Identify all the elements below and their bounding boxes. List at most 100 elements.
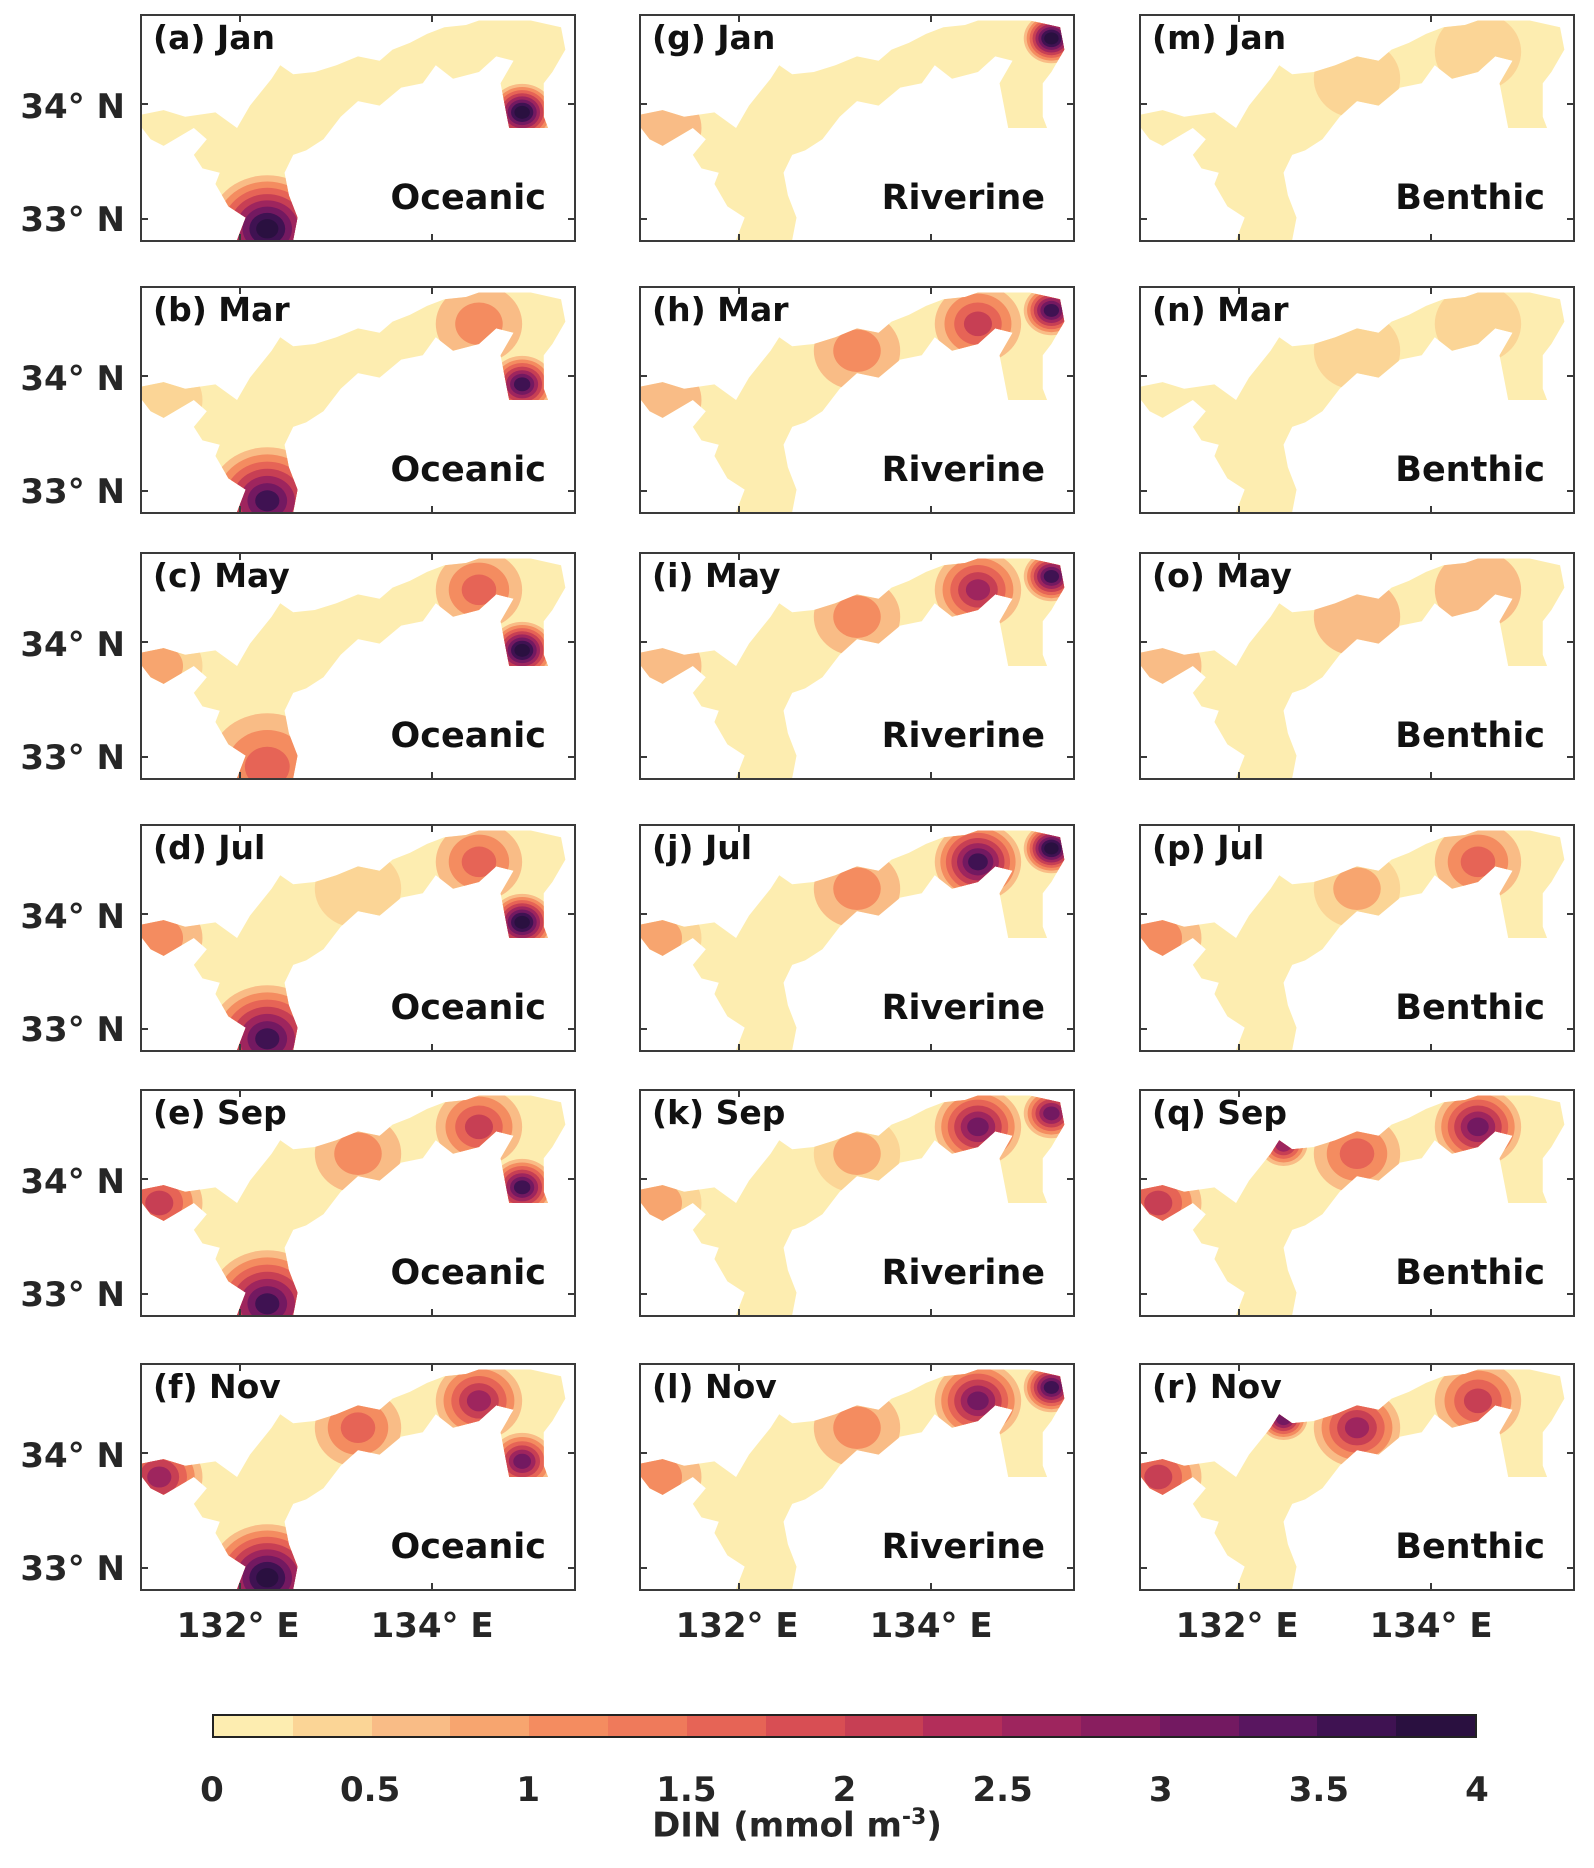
din-hotspot-central <box>833 867 881 910</box>
din-hotspot-west <box>147 1466 172 1488</box>
map-panel: (i) May Riverine <box>639 552 1075 780</box>
axis-tick <box>239 1365 242 1371</box>
din-hotspot-osaka <box>967 1117 989 1137</box>
din-hotspot-central <box>1313 39 1401 118</box>
axis-tick <box>1430 1583 1433 1589</box>
colorbar-tick-label: 1.5 <box>656 1770 717 1810</box>
axis-tick <box>1238 554 1241 560</box>
din-hotspot-central <box>833 1406 881 1449</box>
panel-label: (p) Jul <box>1152 828 1265 867</box>
din-hotspot-central <box>1313 311 1401 390</box>
axis-tick <box>142 1178 148 1181</box>
axis-tick <box>738 16 741 22</box>
axis-tick <box>142 1566 148 1569</box>
din-hotspot-hiroshima <box>1276 1412 1292 1426</box>
axis-tick <box>1067 103 1073 106</box>
x-tick-label: 132° E <box>1175 1606 1299 1646</box>
colorbar-tick-label: 2.5 <box>972 1770 1033 1810</box>
x-tick-label: 132° E <box>675 1606 799 1646</box>
axis-tick <box>568 641 574 644</box>
axis-tick <box>431 1044 434 1050</box>
din-hotspot-osaka <box>461 574 497 606</box>
axis-tick <box>930 772 933 778</box>
axis-tick <box>431 506 434 512</box>
axis-tick <box>641 489 647 492</box>
axis-tick <box>568 1178 574 1181</box>
din-hotspot-central <box>833 329 881 372</box>
panel-label: (j) Jul <box>652 828 753 867</box>
axis-tick <box>142 1452 148 1455</box>
y-tick-label: 34° N <box>20 897 125 937</box>
map-panel: (c) May Oceanic <box>140 552 576 780</box>
colorbar-segment <box>686 1716 766 1736</box>
axis-tick <box>1430 288 1433 294</box>
axis-tick <box>930 1365 933 1371</box>
x-tick-label: 134° E <box>1369 1606 1493 1646</box>
colorbar-tick-label: 3.5 <box>1288 1770 1349 1810</box>
map-panel: (r) Nov Benthic <box>1139 1363 1575 1591</box>
source-label: Oceanic <box>390 450 546 490</box>
din-hotspot-west <box>641 916 683 960</box>
map-panel: (b) Mar Oceanic <box>140 286 576 514</box>
map <box>641 830 1065 1050</box>
axis-tick <box>1238 1583 1241 1589</box>
colorbar-label: DIN (mmol m-3) <box>0 1805 1594 1845</box>
map <box>142 20 566 240</box>
din-hotspot-west <box>641 1181 683 1225</box>
axis-tick <box>1430 1309 1433 1315</box>
axis-tick <box>1141 217 1147 220</box>
panel-label: (o) May <box>1152 556 1292 595</box>
colorbar-tick-label: 0.5 <box>340 1770 401 1810</box>
colorbar <box>212 1714 1477 1738</box>
sea-area <box>641 20 1065 240</box>
axis-tick <box>738 506 741 512</box>
axis-tick <box>641 1566 647 1569</box>
source-label: Oceanic <box>390 716 546 756</box>
din-hotspot-west <box>641 1455 683 1499</box>
axis-tick <box>1067 1566 1073 1569</box>
din-hotspot-central <box>340 1412 376 1444</box>
axis-tick <box>641 217 647 220</box>
axis-tick <box>1067 1452 1073 1455</box>
axis-tick <box>431 554 434 560</box>
axis-tick <box>239 554 242 560</box>
axis-tick <box>1141 755 1147 758</box>
axis-tick <box>239 288 242 294</box>
axis-tick <box>1567 1452 1573 1455</box>
axis-tick <box>1238 1044 1241 1050</box>
axis-tick <box>1430 16 1433 22</box>
axis-tick <box>142 217 148 220</box>
y-tick-label: 33° N <box>20 200 125 240</box>
source-label: Benthic <box>1395 716 1545 756</box>
axis-tick <box>930 16 933 22</box>
map-panel: (o) May Benthic <box>1139 552 1575 780</box>
din-hotspot-west <box>641 360 702 440</box>
din-hotspot-central <box>1339 1138 1375 1170</box>
axis-tick <box>1141 1178 1147 1181</box>
map-panel: (k) Sep Riverine <box>639 1089 1075 1317</box>
source-label: Benthic <box>1395 450 1545 490</box>
axis-tick <box>142 103 148 106</box>
din-hotspot-west <box>1141 916 1183 960</box>
din-hotspot-kii <box>514 643 530 657</box>
source-label: Riverine <box>881 1527 1045 1567</box>
panel-label: (m) Jan <box>1152 18 1287 57</box>
axis-tick <box>142 489 148 492</box>
axis-tick <box>738 772 741 778</box>
map-panel: (j) Jul Riverine <box>639 824 1075 1052</box>
axis-tick <box>568 375 574 378</box>
din-hotspot-west <box>145 1190 174 1216</box>
din-hotspot-west <box>142 360 203 440</box>
axis-tick <box>1238 772 1241 778</box>
colorbar-tick-label: 0 <box>200 1770 224 1810</box>
source-label: Oceanic <box>390 1527 546 1567</box>
axis-tick <box>568 1452 574 1455</box>
x-tick-label: 134° E <box>370 1606 494 1646</box>
din-hotspot-kii <box>514 915 530 929</box>
axis-tick <box>431 1091 434 1097</box>
panel-label: (a) Jan <box>153 18 275 57</box>
axis-tick <box>1567 913 1573 916</box>
din-hotspot-kii <box>513 377 531 392</box>
panel-label: (e) Sep <box>153 1093 287 1132</box>
axis-tick <box>1238 1091 1241 1097</box>
